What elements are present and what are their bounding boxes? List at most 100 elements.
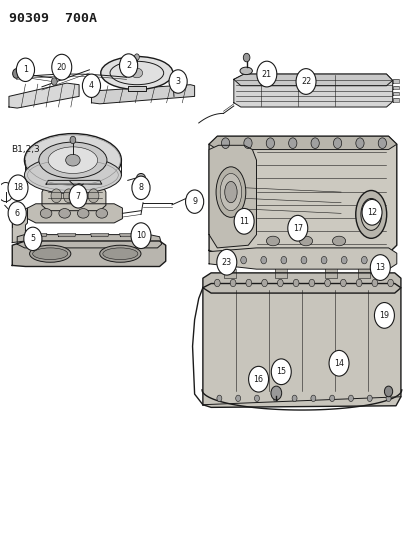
Polygon shape xyxy=(392,79,398,83)
Circle shape xyxy=(8,175,28,201)
Polygon shape xyxy=(392,86,398,90)
Ellipse shape xyxy=(131,68,142,78)
Polygon shape xyxy=(209,248,396,269)
Polygon shape xyxy=(12,241,165,266)
Text: 22: 22 xyxy=(300,77,311,86)
Polygon shape xyxy=(28,233,47,237)
Text: 16: 16 xyxy=(253,375,263,384)
Text: 90309  700A: 90309 700A xyxy=(9,12,97,26)
Text: 8: 8 xyxy=(138,183,143,192)
Polygon shape xyxy=(91,85,194,104)
Ellipse shape xyxy=(136,173,145,183)
Circle shape xyxy=(256,61,276,87)
Text: 20: 20 xyxy=(57,63,66,71)
Ellipse shape xyxy=(39,142,107,178)
Polygon shape xyxy=(274,269,287,278)
Circle shape xyxy=(329,395,334,401)
Circle shape xyxy=(132,176,150,199)
Circle shape xyxy=(371,279,377,287)
Polygon shape xyxy=(392,98,398,102)
Circle shape xyxy=(340,256,346,264)
Circle shape xyxy=(355,279,361,287)
Circle shape xyxy=(240,256,246,264)
Text: 10: 10 xyxy=(135,231,146,240)
Circle shape xyxy=(17,58,34,82)
Ellipse shape xyxy=(24,157,121,193)
Ellipse shape xyxy=(299,236,312,246)
Circle shape xyxy=(310,395,315,401)
Circle shape xyxy=(324,279,330,287)
Circle shape xyxy=(169,70,187,93)
Circle shape xyxy=(339,279,345,287)
Text: 21: 21 xyxy=(261,70,271,78)
Polygon shape xyxy=(90,233,109,237)
Circle shape xyxy=(369,255,389,280)
Circle shape xyxy=(385,395,390,401)
Circle shape xyxy=(270,386,281,400)
Polygon shape xyxy=(202,273,400,293)
Polygon shape xyxy=(46,180,102,184)
Polygon shape xyxy=(233,74,392,86)
Text: 11: 11 xyxy=(239,217,249,226)
Polygon shape xyxy=(17,235,161,248)
Circle shape xyxy=(308,279,314,287)
Polygon shape xyxy=(392,92,398,95)
Circle shape xyxy=(119,54,138,77)
Circle shape xyxy=(243,138,252,149)
Text: 6: 6 xyxy=(15,209,20,218)
Circle shape xyxy=(234,208,254,234)
Polygon shape xyxy=(209,136,396,150)
Text: 2: 2 xyxy=(126,61,131,70)
Circle shape xyxy=(8,201,26,225)
Ellipse shape xyxy=(40,208,52,218)
Text: 23: 23 xyxy=(221,258,231,266)
Text: 1: 1 xyxy=(23,66,28,74)
Ellipse shape xyxy=(360,198,381,230)
Circle shape xyxy=(13,208,21,219)
Text: 13: 13 xyxy=(375,263,385,272)
Circle shape xyxy=(254,395,259,401)
Ellipse shape xyxy=(24,134,121,187)
Polygon shape xyxy=(27,204,122,223)
Circle shape xyxy=(361,256,366,264)
Circle shape xyxy=(243,53,249,62)
Circle shape xyxy=(235,395,240,401)
Polygon shape xyxy=(119,233,138,237)
Ellipse shape xyxy=(96,208,107,218)
Ellipse shape xyxy=(224,181,237,203)
Polygon shape xyxy=(357,269,369,278)
Ellipse shape xyxy=(100,56,173,90)
Circle shape xyxy=(230,279,235,287)
Polygon shape xyxy=(209,146,256,248)
Polygon shape xyxy=(209,136,396,253)
Circle shape xyxy=(221,138,229,149)
Ellipse shape xyxy=(100,245,141,262)
Circle shape xyxy=(13,69,20,78)
Text: 3: 3 xyxy=(175,77,180,86)
Text: 19: 19 xyxy=(378,311,389,320)
Circle shape xyxy=(387,279,392,287)
Text: 18: 18 xyxy=(13,183,23,192)
Polygon shape xyxy=(12,208,27,243)
Circle shape xyxy=(51,189,62,203)
Ellipse shape xyxy=(240,67,252,75)
Text: 5: 5 xyxy=(30,235,36,244)
Ellipse shape xyxy=(59,208,70,218)
Circle shape xyxy=(384,386,392,397)
Polygon shape xyxy=(202,284,400,407)
Circle shape xyxy=(52,54,71,80)
Circle shape xyxy=(355,138,363,149)
Text: 7: 7 xyxy=(76,192,81,201)
Ellipse shape xyxy=(66,155,80,166)
Circle shape xyxy=(373,303,394,328)
Circle shape xyxy=(320,256,326,264)
Ellipse shape xyxy=(220,173,241,211)
Circle shape xyxy=(185,190,203,213)
Circle shape xyxy=(216,395,221,401)
Polygon shape xyxy=(233,74,392,107)
Ellipse shape xyxy=(102,248,138,260)
Ellipse shape xyxy=(266,236,279,246)
Circle shape xyxy=(377,138,386,149)
Text: 14: 14 xyxy=(333,359,343,368)
Circle shape xyxy=(260,256,266,264)
